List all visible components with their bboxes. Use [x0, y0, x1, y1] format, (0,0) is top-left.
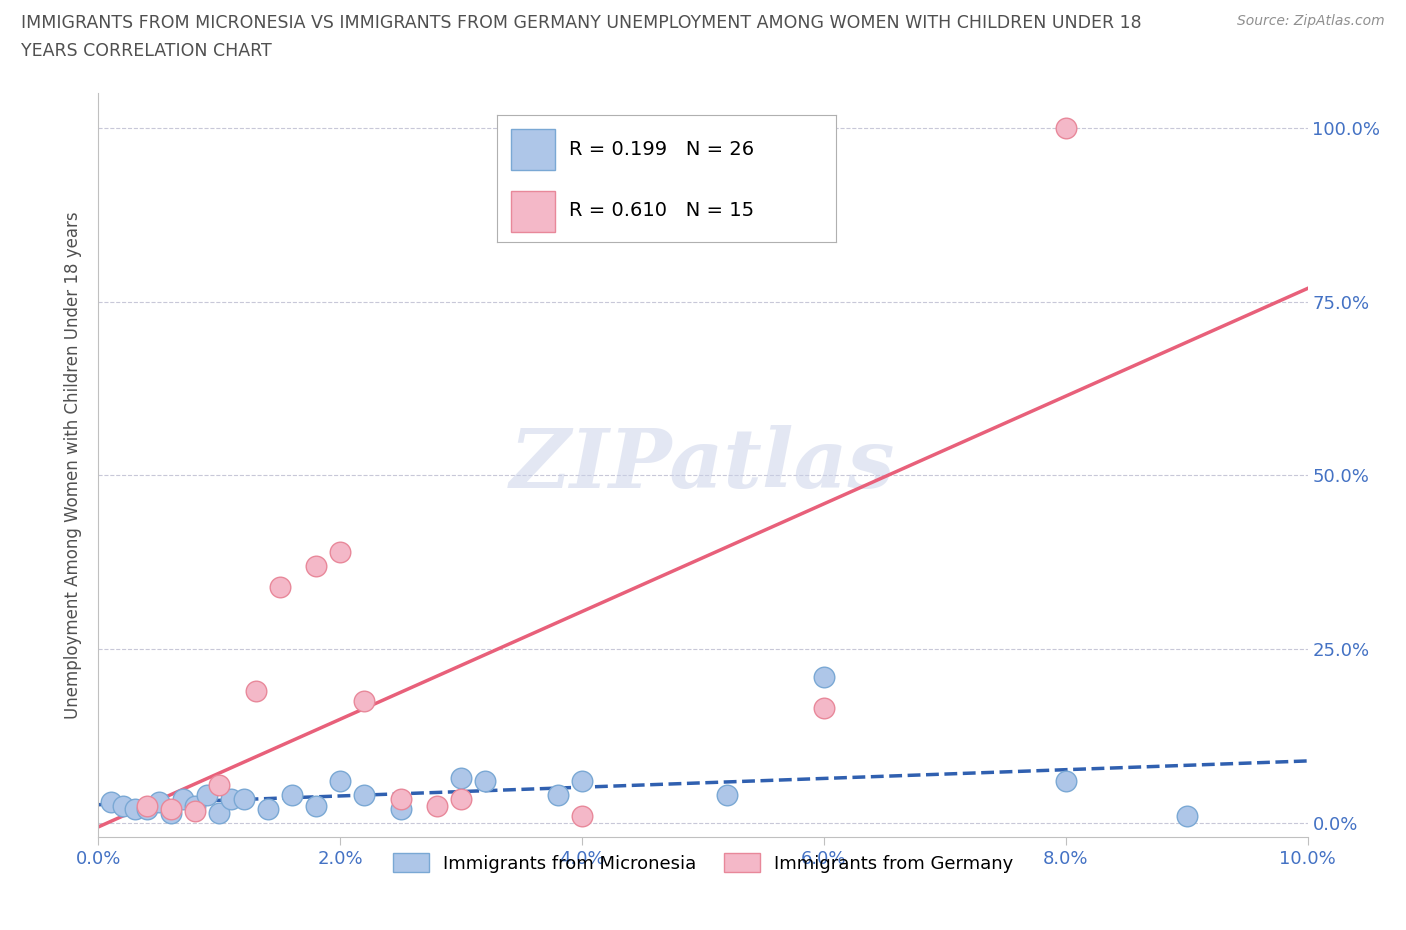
Point: [232, 791, 254, 806]
Point: [329, 544, 352, 559]
Point: [1175, 809, 1198, 824]
Point: [450, 770, 472, 785]
Point: [208, 805, 231, 820]
Point: [426, 798, 449, 813]
Point: [353, 788, 375, 803]
Y-axis label: Unemployment Among Women with Children Under 18 years: Unemployment Among Women with Children U…: [65, 211, 83, 719]
Point: [111, 798, 134, 813]
Point: [135, 798, 157, 813]
Point: [474, 774, 496, 789]
Point: [160, 805, 183, 820]
Point: [571, 774, 593, 789]
Point: [184, 804, 207, 818]
Legend: Immigrants from Micronesia, Immigrants from Germany: Immigrants from Micronesia, Immigrants f…: [385, 846, 1021, 880]
Point: [221, 791, 243, 806]
Text: Source: ZipAtlas.com: Source: ZipAtlas.com: [1237, 14, 1385, 28]
Point: [450, 791, 472, 806]
Text: ZIPatlas: ZIPatlas: [510, 425, 896, 505]
Point: [389, 791, 412, 806]
Point: [305, 798, 328, 813]
Point: [353, 694, 375, 709]
Point: [124, 802, 146, 817]
Point: [256, 802, 278, 817]
Point: [547, 788, 569, 803]
Point: [1054, 120, 1077, 135]
Point: [281, 788, 304, 803]
Point: [305, 558, 328, 573]
Point: [813, 670, 835, 684]
Point: [184, 798, 207, 813]
Point: [172, 791, 194, 806]
Point: [195, 788, 218, 803]
Point: [100, 795, 122, 810]
Point: [148, 795, 170, 810]
Point: [269, 579, 291, 594]
Point: [245, 684, 267, 698]
Text: YEARS CORRELATION CHART: YEARS CORRELATION CHART: [21, 42, 271, 60]
Point: [160, 802, 183, 817]
Point: [329, 774, 352, 789]
Point: [1054, 774, 1077, 789]
Point: [208, 777, 231, 792]
Point: [716, 788, 738, 803]
Point: [571, 809, 593, 824]
Text: IMMIGRANTS FROM MICRONESIA VS IMMIGRANTS FROM GERMANY UNEMPLOYMENT AMONG WOMEN W: IMMIGRANTS FROM MICRONESIA VS IMMIGRANTS…: [21, 14, 1142, 32]
Point: [135, 802, 157, 817]
Point: [813, 701, 835, 716]
Point: [389, 802, 412, 817]
